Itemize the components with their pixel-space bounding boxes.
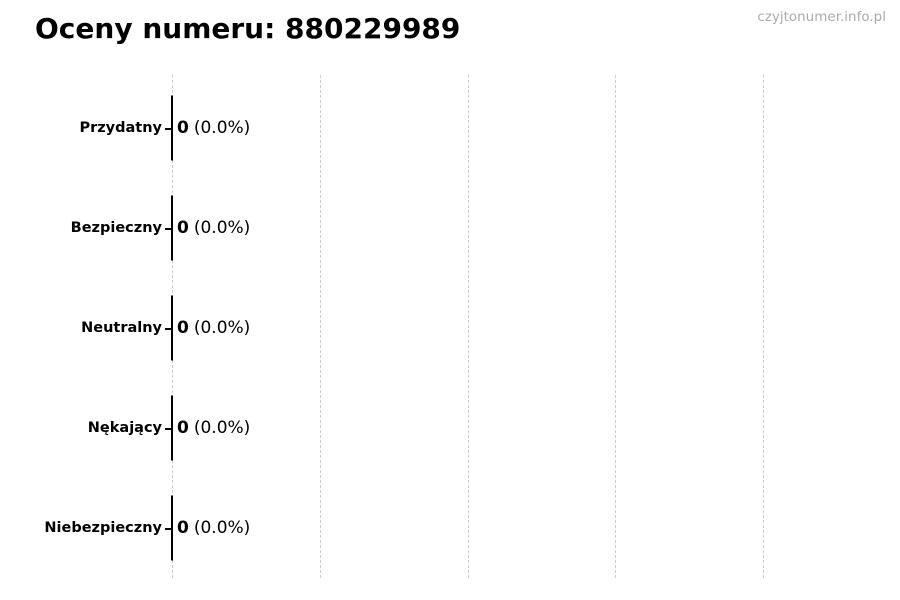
y-axis-tick bbox=[165, 328, 172, 330]
bar-value-label: 0 (0.0%) bbox=[177, 518, 250, 538]
gridline bbox=[320, 75, 321, 578]
count-value: 0 bbox=[177, 118, 189, 138]
y-axis-tick bbox=[165, 528, 172, 530]
bar-value-label: 0 (0.0%) bbox=[177, 118, 250, 138]
bar-row-bezpieczny: Bezpieczny 0 (0.0%) bbox=[0, 178, 900, 278]
category-label: Nękający bbox=[87, 420, 162, 436]
bar-rows: Przydatny 0 (0.0%) Bezpieczny 0 (0.0%) Neu… bbox=[0, 78, 900, 578]
bar-zero-value bbox=[171, 195, 173, 261]
gridline bbox=[615, 75, 616, 578]
chart-title: Oceny numeru: 880229989 bbox=[35, 12, 461, 45]
gridline bbox=[468, 75, 469, 578]
bar-zero-value bbox=[171, 395, 173, 461]
bar-row-przydatny: Przydatny 0 (0.0%) bbox=[0, 78, 900, 178]
percent-value: (0.0%) bbox=[193, 118, 251, 138]
category-label: Przydatny bbox=[79, 120, 162, 136]
percent-value: (0.0%) bbox=[193, 218, 251, 238]
percent-value: (0.0%) bbox=[193, 418, 251, 438]
bar-row-niebezpieczny: Niebezpieczny 0 (0.0%) bbox=[0, 478, 900, 578]
bar-value-label: 0 (0.0%) bbox=[177, 318, 250, 338]
y-axis-tick bbox=[165, 428, 172, 430]
y-axis-tick bbox=[165, 128, 172, 130]
gridline bbox=[763, 75, 764, 578]
category-label: Neutralny bbox=[81, 320, 162, 336]
y-axis-tick bbox=[165, 228, 172, 230]
percent-value: (0.0%) bbox=[193, 518, 251, 538]
bar-zero-value bbox=[171, 495, 173, 561]
bar-zero-value bbox=[171, 95, 173, 161]
count-value: 0 bbox=[177, 318, 189, 338]
bar-zero-value bbox=[171, 295, 173, 361]
category-label: Niebezpieczny bbox=[44, 520, 162, 536]
count-value: 0 bbox=[177, 518, 189, 538]
bar-value-label: 0 (0.0%) bbox=[177, 418, 250, 438]
percent-value: (0.0%) bbox=[193, 318, 251, 338]
watermark-text: czyjtonumer.info.pl bbox=[757, 9, 886, 25]
count-value: 0 bbox=[177, 218, 189, 238]
bar-row-neutralny: Neutralny 0 (0.0%) bbox=[0, 278, 900, 378]
category-label: Bezpieczny bbox=[70, 220, 162, 236]
bar-row-nekajacy: Nękający 0 (0.0%) bbox=[0, 378, 900, 478]
count-value: 0 bbox=[177, 418, 189, 438]
bar-value-label: 0 (0.0%) bbox=[177, 218, 250, 238]
